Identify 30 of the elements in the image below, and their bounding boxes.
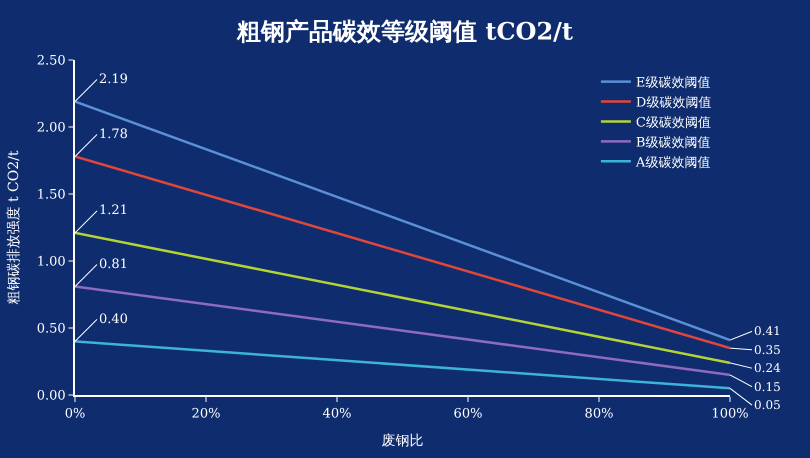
- x-axis-title: 废钢比: [382, 433, 424, 450]
- data-label: 0.81: [99, 257, 128, 272]
- x-tick-label: 80%: [584, 406, 614, 422]
- data-label: 0.35: [754, 343, 781, 357]
- legend-label: C级碳效阈值: [636, 116, 711, 131]
- y-tick-label: 0.00: [36, 388, 66, 404]
- legend-label: B级碳效阈值: [636, 135, 710, 150]
- y-tick-label: 1.00: [36, 254, 66, 270]
- data-label: 0.24: [754, 361, 782, 375]
- legend-label: E级碳效阈值: [636, 76, 710, 91]
- y-tick-label: 2.50: [36, 54, 66, 69]
- legend-label: D级碳效阈值: [636, 96, 712, 111]
- data-label: 1.78: [99, 127, 128, 142]
- legend-label: A级碳效阈值: [634, 155, 710, 170]
- x-tick-label: 20%: [192, 406, 220, 422]
- data-label: 0.05: [754, 398, 781, 412]
- x-tick-label: 40%: [322, 406, 352, 422]
- chart-title: 粗钢产品碳效等级阈值 tCO2/t: [236, 16, 573, 46]
- x-tick-label: 60%: [454, 406, 482, 422]
- data-label: 0.41: [754, 324, 781, 338]
- data-label: 2.19: [99, 72, 128, 87]
- x-tick-label: 100%: [711, 406, 749, 422]
- y-tick-label: 0.50: [36, 322, 66, 337]
- y-axis-title: 粗钢碳排放强度 t CO2/t: [6, 150, 22, 304]
- x-tick-label: 0%: [64, 406, 86, 422]
- y-tick-label: 1.50: [36, 188, 66, 203]
- data-label: 0.40: [99, 312, 128, 327]
- data-label: 0.15: [754, 380, 781, 394]
- data-label: 1.21: [99, 203, 128, 218]
- y-tick-label: 2.00: [36, 120, 66, 136]
